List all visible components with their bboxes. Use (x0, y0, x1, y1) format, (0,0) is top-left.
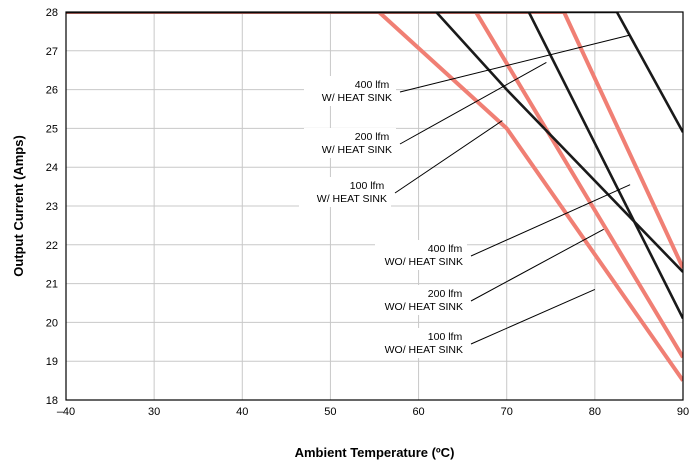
series-line-100-lfm-w-heat-sink (66, 12, 683, 273)
y-tick-label: 21 (46, 279, 58, 291)
annotation-leader (470, 228, 604, 302)
annotation-leader (470, 288, 596, 345)
x-tick-label: 80 (589, 406, 601, 418)
annotation-label: 100 lfm (428, 331, 463, 343)
annotation-backdrop (304, 128, 396, 158)
y-tick-label: 22 (46, 240, 58, 252)
annotation-label: WO/ HEAT SINK (385, 301, 463, 313)
annotation-backdrop (375, 285, 467, 315)
x-tick-label: 50 (324, 406, 336, 418)
plot-frame (65, 11, 684, 401)
annotation-label: 100 lfm (350, 180, 385, 192)
annotation-leader (399, 62, 547, 145)
series-line-100-lfm-wo-heat-sink (66, 12, 683, 382)
annotation-label: W/ HEAT SINK (322, 92, 392, 104)
y-tick-label: 23 (46, 201, 58, 213)
y-tick-label: 25 (46, 123, 58, 135)
x-axis-title: Ambient Temperature (ºC) (295, 445, 455, 460)
annotation-label: WO/ HEAT SINK (385, 256, 463, 268)
y-axis-title: Output Current (Amps) (11, 135, 26, 277)
annotation-leader (394, 120, 503, 194)
x-tick-label: –40 (57, 406, 75, 418)
y-tick-label: 26 (46, 85, 58, 97)
y-tick-label: 24 (46, 162, 58, 174)
x-tick-label: 60 (412, 406, 424, 418)
annotation-backdrop (375, 328, 467, 358)
y-tick-label: 18 (46, 395, 58, 407)
annotation-backdrop (299, 177, 391, 207)
annotation-label: 400 lfm (428, 243, 463, 255)
annotation-label: 400 lfm (355, 79, 390, 91)
series-line-400-lfm-w-heat-sink (66, 12, 683, 133)
annotation-label: WO/ HEAT SINK (385, 344, 463, 356)
x-tick-label: 40 (236, 406, 248, 418)
annotation-label: W/ HEAT SINK (317, 193, 387, 205)
series-line-200-lfm-w-heat-sink (66, 12, 683, 320)
annotation-label: W/ HEAT SINK (322, 144, 392, 156)
x-tick-label: 70 (501, 406, 513, 418)
y-tick-label: 27 (46, 46, 58, 58)
annotation-leader (399, 34, 630, 93)
annotation-leader (470, 184, 631, 257)
series-line-200-lfm-wo-heat-sink (66, 12, 683, 359)
y-tick-label: 19 (46, 356, 58, 368)
annotation-label: 200 lfm (428, 288, 463, 300)
annotation-backdrop (375, 240, 467, 270)
annotation-label: 200 lfm (355, 131, 390, 143)
y-tick-label: 20 (46, 317, 58, 329)
annotation-backdrop (304, 76, 396, 106)
x-tick-label: 30 (148, 406, 160, 418)
y-tick-label: 28 (46, 7, 58, 19)
x-tick-label: 90 (677, 406, 689, 418)
series-line-400-lfm-wo-heat-sink (66, 12, 683, 269)
